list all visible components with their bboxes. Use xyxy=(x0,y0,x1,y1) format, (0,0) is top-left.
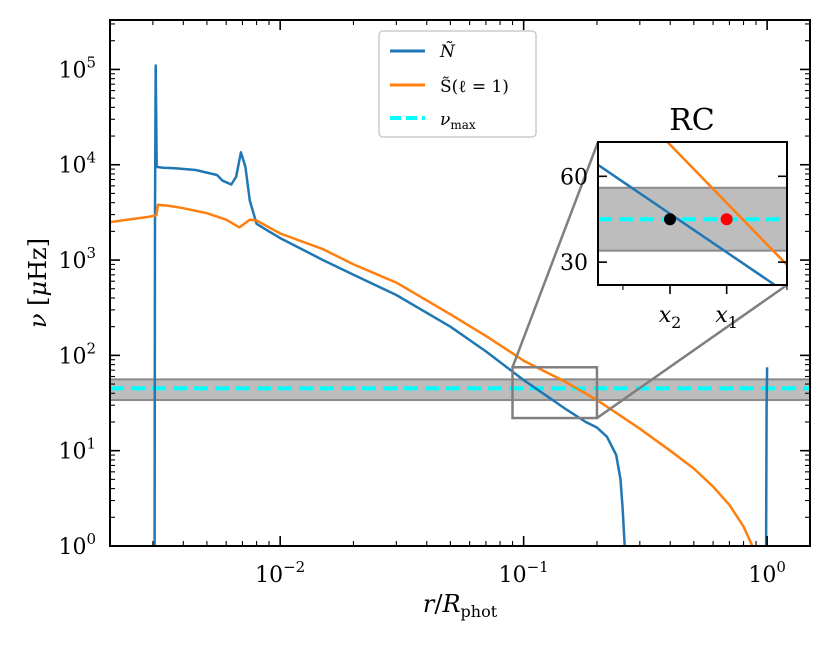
main-plot: 10−2 10−1 100 100 101 102 103 104 105 r/Rphot ν… xyxy=(24,19,811,621)
inset: RC 30 60 x2 x1 xyxy=(560,103,788,332)
series-group xyxy=(110,64,769,546)
zoom-connector-bottom xyxy=(596,283,788,420)
zoom-box xyxy=(511,366,599,420)
zoom-connector-top xyxy=(511,141,600,368)
legend-label-numax: νmax xyxy=(440,110,476,132)
series-n xyxy=(153,64,626,546)
inset-line-s xyxy=(665,142,787,266)
y-tick-label: 103 xyxy=(58,244,96,274)
series-n-surface xyxy=(764,367,769,546)
inset-ytick-label-60: 60 xyxy=(560,165,588,190)
x-axis-label: r/Rphot xyxy=(423,590,498,621)
y-tick-label: 102 xyxy=(58,339,96,369)
y-axis-label: ν [μHz] xyxy=(24,238,52,328)
inset-ytick-label-30: 30 xyxy=(560,251,588,276)
y-tick-label: 100 xyxy=(58,530,96,560)
x-tick-label: 10−1 xyxy=(499,558,549,588)
inset-xtick-label-x1: x1 xyxy=(715,303,738,332)
inset-ticks xyxy=(598,175,788,294)
y-tick-labels: 100 101 102 103 104 105 xyxy=(58,53,96,560)
inset-xtick-label-x2: x2 xyxy=(659,303,682,332)
inset-point-x2 xyxy=(664,213,677,226)
inset-frame xyxy=(597,141,788,286)
series-s xyxy=(110,203,754,546)
y-tick-label: 105 xyxy=(58,53,96,83)
x-tick-label: 100 xyxy=(748,558,786,588)
legend-label-n: Ñ xyxy=(439,41,456,62)
x-tick-labels: 10−2 10−1 100 xyxy=(255,558,786,588)
legend-frame xyxy=(378,30,537,138)
inset-point-x1 xyxy=(720,213,733,226)
y-tick-label: 101 xyxy=(58,435,96,465)
inset-line-n xyxy=(598,163,776,285)
legend-label-s: S̃(ℓ = 1) xyxy=(440,77,509,97)
y-tick-label: 104 xyxy=(58,149,96,179)
x-tick-label: 10−2 xyxy=(255,558,305,588)
legend: Ñ S̃(ℓ = 1) νmax xyxy=(378,30,537,138)
inset-title: RC xyxy=(669,103,715,138)
main-axes-frame xyxy=(109,19,811,547)
